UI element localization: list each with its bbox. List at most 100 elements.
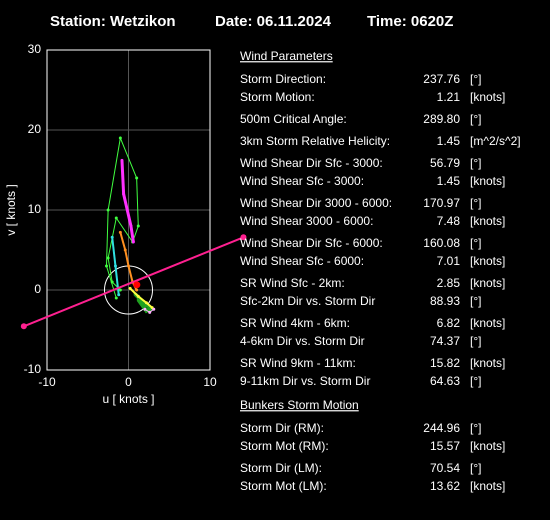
bunkers-lm (20, 323, 27, 330)
param-unit: [°] (470, 156, 481, 170)
hodograph-point (131, 240, 135, 244)
hodograph-point (128, 286, 132, 290)
param-value: 74.37 (430, 334, 460, 348)
param-value: 13.62 (430, 479, 460, 493)
param-value: 289.80 (423, 112, 460, 126)
param-unit: [°] (470, 236, 481, 250)
param-unit: [knots] (470, 214, 505, 228)
hodograph-point (136, 298, 140, 302)
param-unit: [°] (470, 196, 481, 210)
param-unit: [knots] (470, 439, 505, 453)
param-label: Wind Shear Dir 3000 - 6000: (240, 196, 392, 210)
hodograph-point (118, 288, 122, 292)
param-value: 244.96 (423, 421, 460, 435)
hodograph-point (118, 230, 122, 234)
x-tick-label: 10 (203, 375, 217, 389)
plot-frame (46, 49, 211, 371)
hodograph-point (106, 256, 110, 260)
param-value: 1.21 (437, 90, 461, 104)
hodograph-point (113, 264, 117, 268)
hodograph-point (114, 296, 118, 300)
storm-motion (133, 281, 141, 289)
param-unit: [°] (470, 421, 481, 435)
hodograph-point (143, 307, 147, 311)
param-unit: [°] (470, 374, 481, 388)
param-label: Storm Dir (RM): (240, 421, 324, 435)
param-value: 7.48 (437, 214, 461, 228)
param-value: 237.76 (423, 72, 460, 86)
hodograph-point (122, 192, 126, 196)
param-value: 160.08 (423, 236, 460, 250)
param-value: 1.45 (437, 134, 461, 148)
param-value: 56.79 (430, 156, 460, 170)
section-title: Wind Parameters (240, 49, 333, 63)
param-label: Wind Shear Dir Sfc - 3000: (240, 156, 383, 170)
param-value: 170.97 (423, 196, 460, 210)
param-label: SR Wind 4km - 6km: (240, 316, 350, 330)
hodograph-point (135, 176, 139, 180)
param-value: 15.82 (430, 356, 460, 370)
param-unit: [knots] (470, 90, 505, 104)
param-value: 7.01 (437, 254, 461, 268)
hodograph-point (110, 235, 114, 239)
hodograph-point (152, 307, 156, 311)
hodograph-point (117, 293, 121, 297)
hodograph-point (136, 294, 140, 298)
param-label: Storm Direction: (240, 72, 326, 86)
param-label: 4-6km Dir vs. Storm Dir (240, 334, 365, 348)
x-tick-label: -10 (38, 375, 56, 389)
param-unit: [°] (470, 72, 481, 86)
hodograph-point (135, 288, 139, 292)
param-value: 70.54 (430, 461, 460, 475)
param-label: Wind Shear 3000 - 6000: (240, 214, 373, 228)
date: Date: 06.11.2024 (215, 13, 332, 30)
y-tick-label: 30 (28, 42, 42, 56)
param-label: Storm Dir (LM): (240, 461, 322, 475)
hodograph-point (120, 158, 124, 162)
x-axis-label: u [ knots ] (102, 392, 154, 406)
x-tick-label: 0 (125, 375, 132, 389)
hodograph-point (110, 280, 114, 284)
param-label: 9-11km Dir vs. Storm Dir (240, 374, 370, 388)
y-tick-label: -10 (24, 362, 42, 376)
hodograph-point (114, 216, 118, 220)
param-value: 1.45 (437, 174, 461, 188)
hodograph-point (106, 208, 110, 212)
hodograph-point (129, 224, 133, 228)
param-value: 64.63 (430, 374, 460, 388)
station: Station: Wetzikon (50, 13, 176, 30)
param-unit: [knots] (470, 479, 505, 493)
param-unit: [°] (470, 334, 481, 348)
param-unit: [knots] (470, 174, 505, 188)
y-tick-label: 20 (28, 122, 42, 136)
y-tick-label: 0 (34, 282, 41, 296)
param-unit: [knots] (470, 276, 505, 290)
param-unit: [°] (470, 112, 481, 126)
param-label: 500m Critical Angle: (240, 112, 347, 126)
param-unit: [knots] (470, 316, 505, 330)
param-label: SR Wind 9km - 11km: (240, 356, 356, 370)
param-label: SR Wind Sfc - 2km: (240, 276, 345, 290)
param-label: Storm Mot (LM): (240, 479, 327, 493)
y-tick-label: 10 (28, 202, 42, 216)
param-label: Storm Motion: (240, 90, 315, 104)
time: Time: 0620Z (367, 13, 453, 30)
param-label: Storm Mot (RM): (240, 439, 329, 453)
param-unit: [m^2/s^2] (470, 134, 521, 148)
param-value: 88.93 (430, 294, 460, 308)
param-unit: [°] (470, 461, 481, 475)
hodograph-point (127, 264, 130, 268)
param-unit: [knots] (470, 356, 505, 370)
param-value: 6.82 (437, 316, 461, 330)
hodograph-point (148, 310, 152, 314)
bunkers-line (23, 236, 244, 328)
hodograph-point (104, 264, 108, 268)
y-axis-label: v [ knots ] (4, 184, 18, 235)
section-title: Bunkers Storm Motion (240, 398, 359, 412)
hodograph-line (129, 287, 153, 309)
hodograph-point (123, 248, 127, 252)
param-value: 15.57 (430, 439, 460, 453)
hodograph-point (144, 301, 148, 305)
param-unit: [°] (470, 294, 481, 308)
